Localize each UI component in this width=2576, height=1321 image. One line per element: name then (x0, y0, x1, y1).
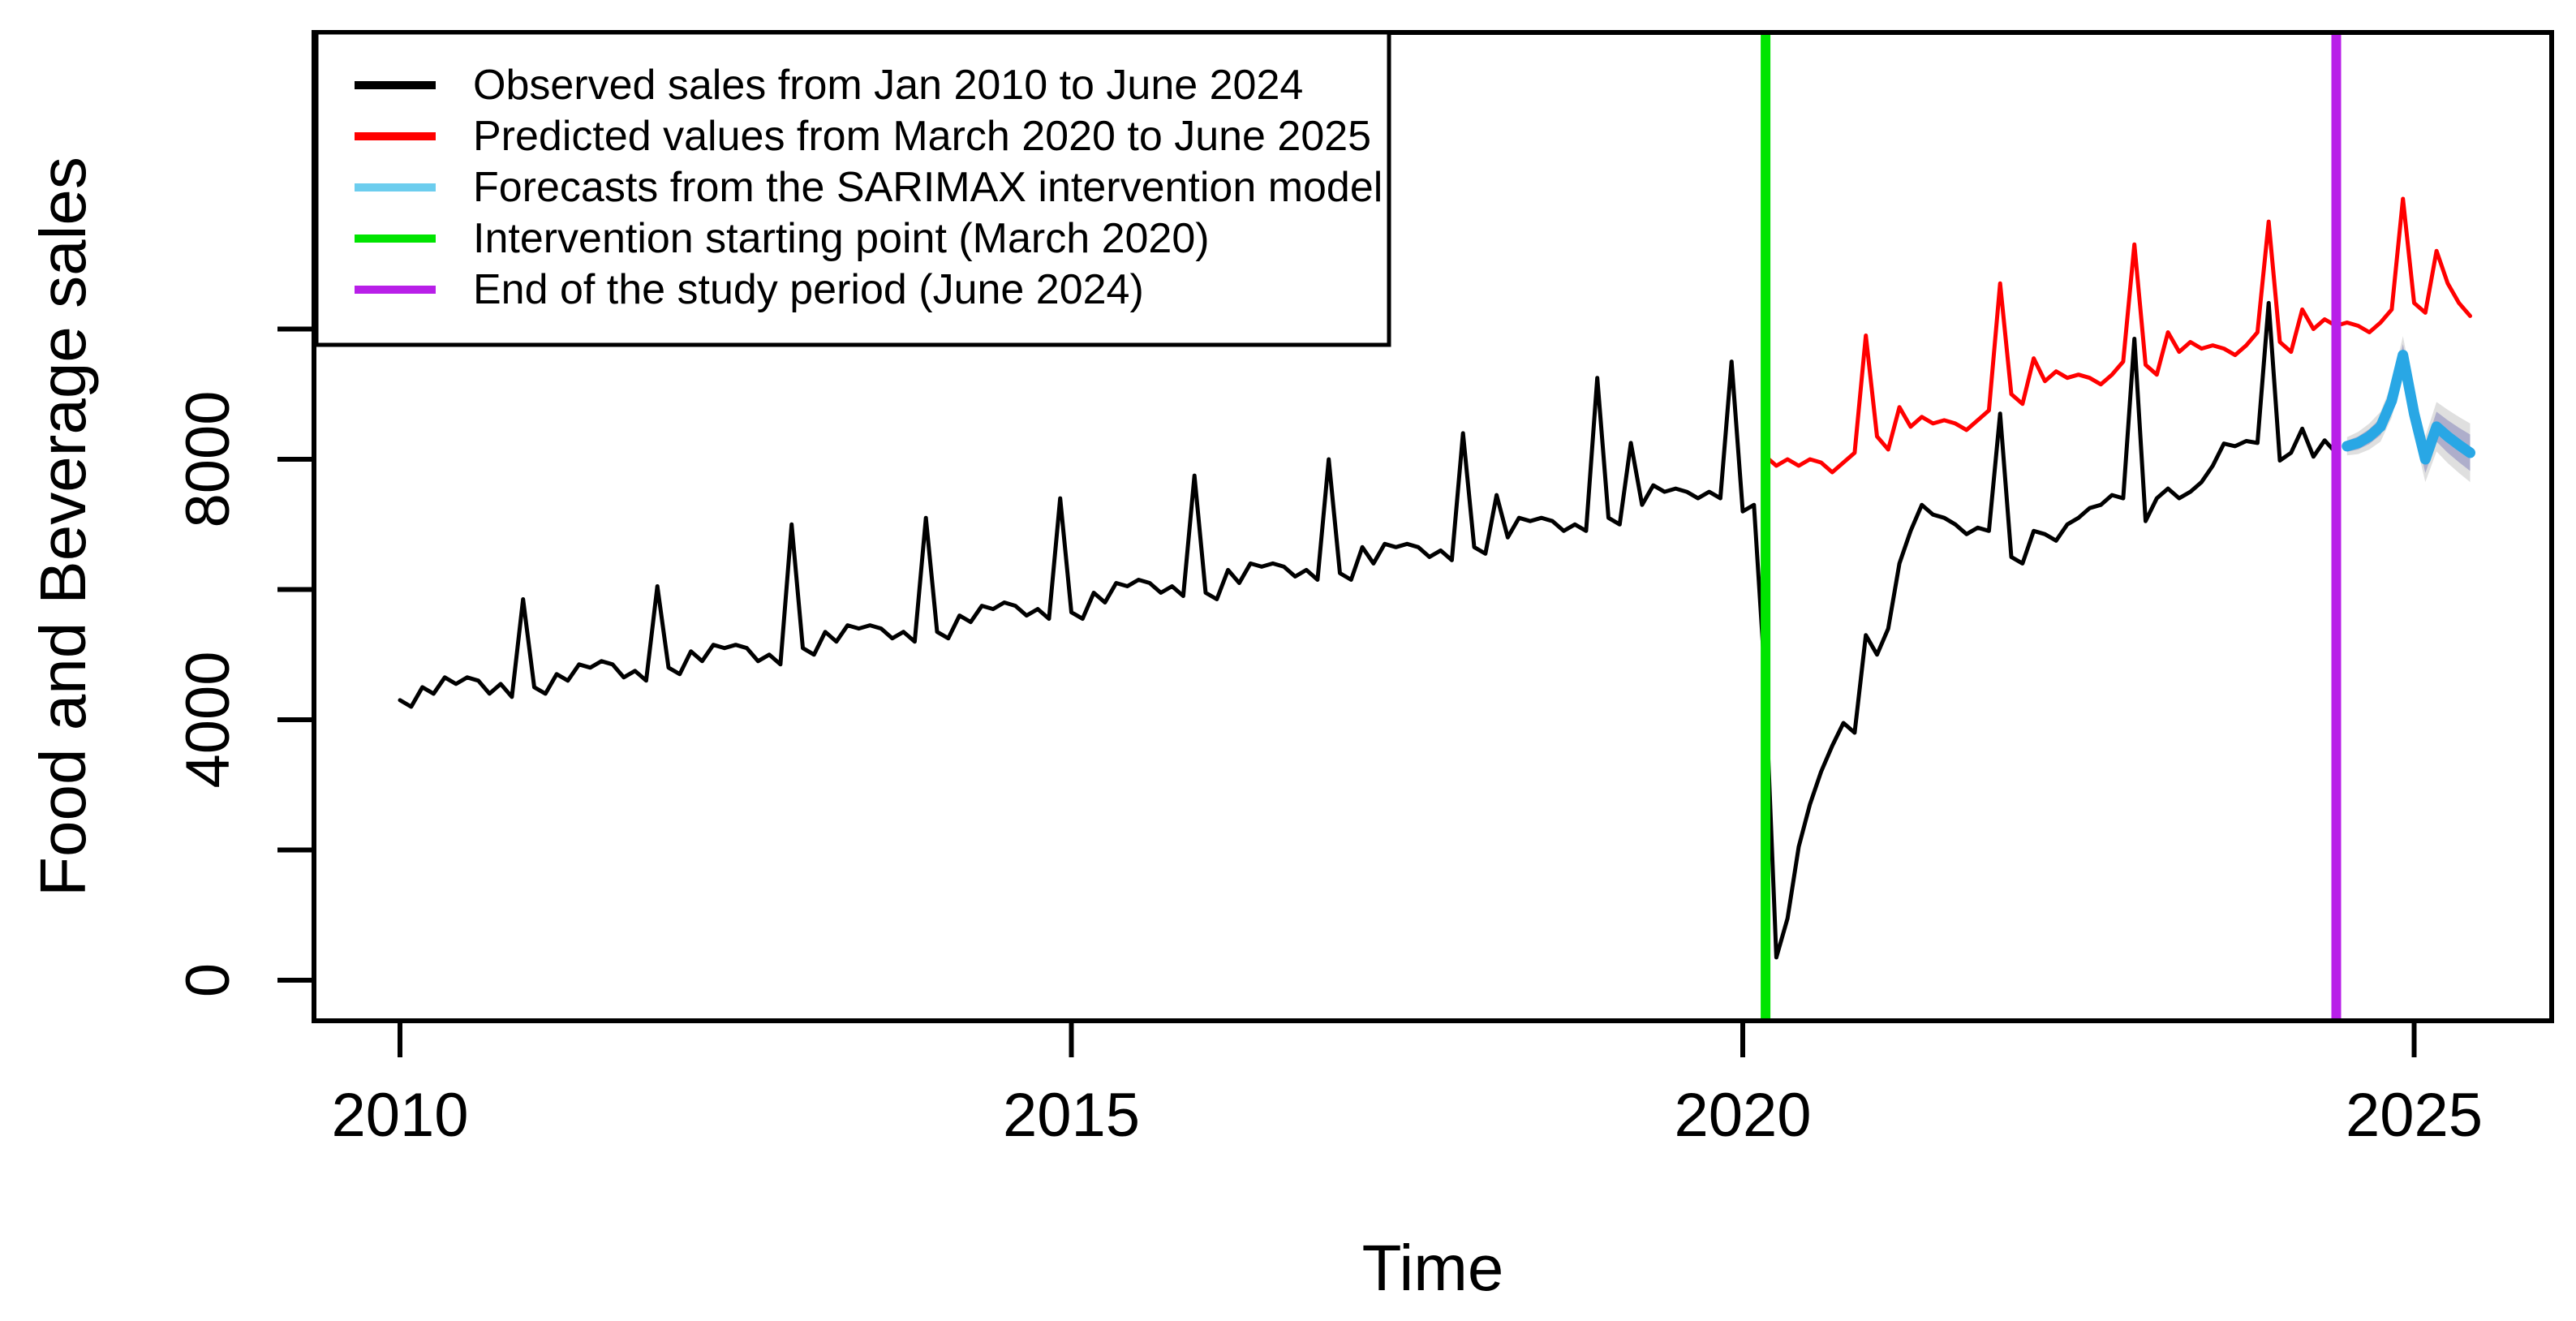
legend-label-4: End of the study period (June 2024) (473, 266, 1144, 313)
y-axis-title: Food and Beverage sales (27, 157, 99, 897)
predicted-values-line (1763, 196, 2472, 475)
forecast-confidence-bands (2346, 336, 2471, 483)
legend-label-3: Intervention starting point (March 2020) (473, 215, 1210, 262)
x-tick-label-2015: 2015 (1003, 1081, 1140, 1150)
legend-label-1: Predicted values from March 2020 to June… (473, 113, 1371, 160)
legend-label-2: Forecasts from the SARIMAX intervention … (473, 164, 1383, 211)
sarimax-forecast-line (2342, 350, 2475, 465)
plot-border (312, 30, 2554, 1023)
y-tick-label-4000: 4000 (174, 651, 243, 788)
observed-sales-line (398, 300, 2338, 960)
y-axis: 0 4000 8000 (174, 326, 314, 997)
x-tick-label-2010: 2010 (331, 1081, 468, 1150)
forecast-95-band (2346, 336, 2471, 483)
intervention-vlines (1761, 32, 2342, 1021)
legend-label-0: Observed sales from Jan 2010 to June 202… (473, 62, 1303, 109)
y-tick-label-0: 0 (174, 963, 243, 997)
y-tick-label-8000: 8000 (174, 390, 243, 527)
forecast-80-band (2346, 344, 2471, 473)
x-axis-title: Time (1362, 1232, 1504, 1304)
x-axis: 2010 2015 2020 2025 (331, 1021, 2483, 1150)
legend: Observed sales from Jan 2010 to June 202… (314, 30, 1391, 347)
legend-box (314, 30, 1391, 347)
series-lines (398, 196, 2475, 960)
x-tick-label-2025: 2025 (2346, 1081, 2483, 1150)
x-tick-label-2020: 2020 (1674, 1081, 1811, 1150)
